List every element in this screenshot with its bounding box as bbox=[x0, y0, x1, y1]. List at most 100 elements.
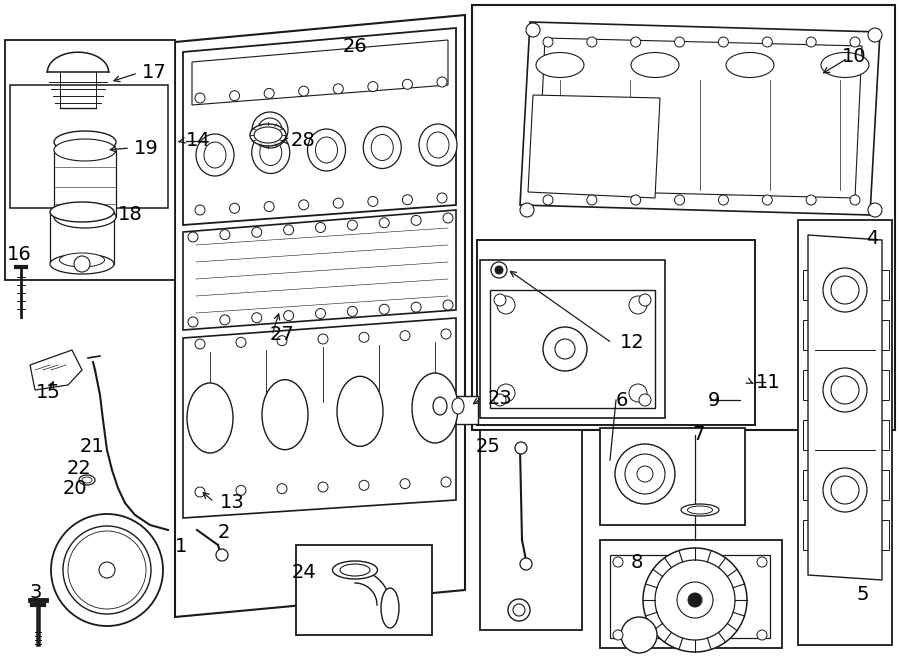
Ellipse shape bbox=[337, 376, 383, 446]
Text: 5: 5 bbox=[856, 584, 868, 603]
Ellipse shape bbox=[54, 206, 116, 228]
Circle shape bbox=[688, 593, 702, 607]
Circle shape bbox=[379, 304, 389, 314]
Circle shape bbox=[236, 485, 246, 495]
Ellipse shape bbox=[381, 588, 399, 628]
Ellipse shape bbox=[427, 132, 449, 158]
Circle shape bbox=[188, 317, 198, 327]
Bar bbox=[803, 420, 825, 450]
Bar bbox=[430, 396, 478, 424]
Text: 28: 28 bbox=[291, 132, 316, 151]
Circle shape bbox=[850, 195, 860, 205]
Polygon shape bbox=[175, 15, 465, 617]
Text: 10: 10 bbox=[842, 46, 867, 65]
Text: 3: 3 bbox=[30, 584, 42, 602]
Circle shape bbox=[526, 23, 540, 37]
Text: 9: 9 bbox=[707, 391, 720, 410]
Circle shape bbox=[555, 339, 575, 359]
Circle shape bbox=[718, 37, 728, 47]
Ellipse shape bbox=[631, 52, 679, 77]
Circle shape bbox=[868, 203, 882, 217]
Polygon shape bbox=[192, 40, 448, 105]
Circle shape bbox=[543, 195, 553, 205]
Circle shape bbox=[443, 300, 453, 310]
Text: 11: 11 bbox=[756, 373, 781, 391]
Bar bbox=[867, 320, 889, 350]
Bar bbox=[420, 392, 440, 420]
Circle shape bbox=[655, 560, 735, 640]
Bar bbox=[803, 320, 825, 350]
Polygon shape bbox=[490, 290, 655, 408]
Polygon shape bbox=[355, 570, 390, 605]
Circle shape bbox=[637, 466, 653, 482]
Circle shape bbox=[400, 330, 410, 340]
Circle shape bbox=[284, 311, 293, 321]
Circle shape bbox=[220, 229, 230, 240]
Circle shape bbox=[831, 476, 859, 504]
Ellipse shape bbox=[412, 373, 458, 443]
Bar bbox=[50, 212, 114, 264]
Ellipse shape bbox=[204, 142, 226, 168]
Circle shape bbox=[402, 195, 412, 205]
Ellipse shape bbox=[316, 137, 338, 163]
Bar bbox=[296, 545, 432, 635]
Text: 16: 16 bbox=[6, 245, 32, 264]
Circle shape bbox=[850, 37, 860, 47]
Bar bbox=[867, 270, 889, 300]
Ellipse shape bbox=[50, 254, 114, 274]
Circle shape bbox=[277, 484, 287, 494]
Ellipse shape bbox=[252, 132, 290, 173]
Ellipse shape bbox=[82, 477, 92, 483]
Circle shape bbox=[299, 200, 309, 210]
Bar bbox=[480, 260, 665, 418]
Bar bbox=[54, 150, 116, 217]
Circle shape bbox=[216, 549, 228, 561]
Ellipse shape bbox=[79, 475, 95, 485]
Circle shape bbox=[491, 262, 507, 278]
Ellipse shape bbox=[254, 127, 282, 143]
Circle shape bbox=[402, 79, 412, 89]
Circle shape bbox=[316, 309, 326, 319]
Circle shape bbox=[347, 220, 357, 230]
Text: 4: 4 bbox=[866, 229, 878, 247]
Circle shape bbox=[613, 630, 623, 640]
Text: 21: 21 bbox=[79, 438, 104, 457]
Text: 27: 27 bbox=[270, 325, 294, 344]
Ellipse shape bbox=[54, 139, 116, 161]
Circle shape bbox=[258, 118, 282, 142]
Circle shape bbox=[495, 266, 503, 274]
Circle shape bbox=[677, 582, 713, 618]
Circle shape bbox=[631, 37, 641, 47]
Circle shape bbox=[333, 84, 343, 94]
Ellipse shape bbox=[50, 202, 114, 222]
Circle shape bbox=[264, 202, 274, 212]
Ellipse shape bbox=[508, 599, 530, 621]
Circle shape bbox=[587, 195, 597, 205]
Ellipse shape bbox=[726, 52, 774, 77]
Ellipse shape bbox=[419, 124, 457, 166]
Ellipse shape bbox=[332, 561, 377, 579]
Circle shape bbox=[757, 630, 767, 640]
Bar bbox=[803, 370, 825, 400]
Circle shape bbox=[443, 213, 453, 223]
Circle shape bbox=[494, 394, 506, 406]
Bar bbox=[600, 428, 745, 525]
Bar bbox=[803, 470, 825, 500]
Circle shape bbox=[757, 557, 767, 567]
Circle shape bbox=[230, 204, 239, 214]
Circle shape bbox=[629, 384, 647, 402]
Polygon shape bbox=[528, 95, 660, 198]
Circle shape bbox=[400, 479, 410, 488]
Ellipse shape bbox=[452, 398, 464, 414]
Circle shape bbox=[675, 37, 685, 47]
Polygon shape bbox=[610, 555, 770, 638]
Bar bbox=[600, 540, 782, 648]
Circle shape bbox=[316, 223, 326, 233]
Circle shape bbox=[299, 86, 309, 96]
Polygon shape bbox=[808, 235, 882, 580]
Ellipse shape bbox=[371, 134, 393, 161]
Ellipse shape bbox=[433, 397, 447, 415]
Circle shape bbox=[188, 232, 198, 242]
Bar bbox=[867, 470, 889, 500]
Text: 19: 19 bbox=[134, 139, 158, 157]
